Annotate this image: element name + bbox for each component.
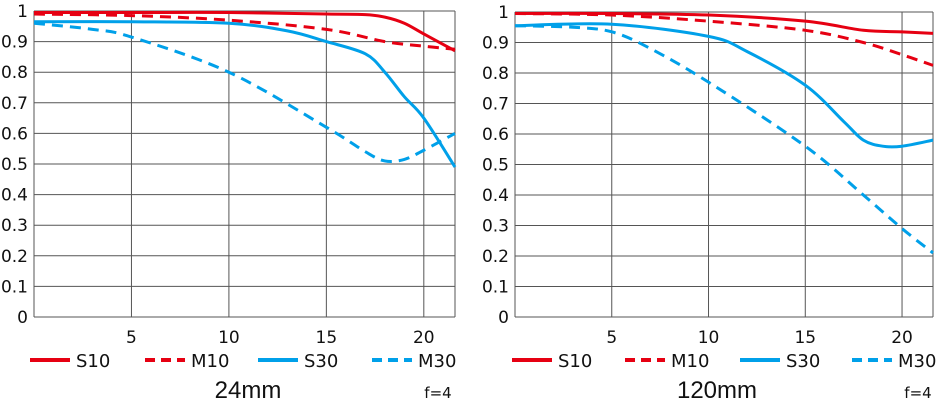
y-tick-label: 0.3 — [482, 217, 509, 237]
y-tick-label: 0.9 — [482, 34, 509, 54]
y-tick-label: 1 — [17, 2, 28, 22]
y-tick-label: 0.1 — [1, 277, 28, 297]
y-tick-label: 0.7 — [482, 95, 509, 115]
y-tick-label: 0.9 — [1, 33, 28, 53]
x-tick-label: 15 — [794, 328, 816, 348]
y-tick-label: 0.2 — [1, 247, 28, 267]
y-tick-label: 0.3 — [1, 216, 28, 236]
chart-title: 24mm — [215, 377, 282, 404]
legend-label-m30: M30 — [898, 351, 936, 372]
x-tick-label: 10 — [218, 328, 240, 348]
legend-label-m30: M30 — [418, 351, 456, 372]
y-tick-label: 0.4 — [482, 186, 509, 206]
legend-label-m10: M10 — [191, 351, 229, 372]
y-tick-label: 0.8 — [1, 63, 28, 83]
legend-label-s30: S30 — [786, 351, 820, 372]
y-tick-label: 0.6 — [1, 124, 28, 144]
series-line-m30 — [33, 21, 456, 163]
x-tick-label: 20 — [413, 328, 435, 348]
legend-label-s10: S10 — [76, 351, 110, 372]
x-tick-label: 15 — [316, 328, 338, 348]
y-tick-label: 0.5 — [1, 155, 28, 175]
x-tick-label: 10 — [698, 328, 720, 348]
y-tick-label: 0.1 — [482, 278, 509, 298]
y-tick-label: 0.4 — [1, 186, 28, 206]
series-line-m30 — [514, 24, 934, 255]
series-line-s10 — [34, 10, 456, 53]
legend-label-s10: S10 — [558, 351, 592, 372]
y-tick-label: 0.5 — [482, 156, 509, 176]
chart-title: 120mm — [677, 377, 757, 404]
series-line-s10 — [514, 11, 934, 35]
x-tick-label: 5 — [126, 328, 137, 348]
y-tick-label: 0.7 — [1, 94, 28, 114]
series-line-m10 — [514, 12, 934, 67]
series-line-s30 — [514, 22, 934, 149]
y-tick-label: 1 — [498, 3, 509, 23]
x-tick-label: 5 — [606, 328, 617, 348]
legend-label-m10: M10 — [671, 351, 709, 372]
y-tick-label: 0.6 — [482, 125, 509, 145]
y-tick-label: 0 — [498, 308, 509, 328]
y-tick-label: 0 — [17, 308, 28, 328]
y-tick-label: 0.8 — [482, 64, 509, 84]
y-tick-label: 0.2 — [482, 247, 509, 267]
x-tick-label: 20 — [891, 328, 913, 348]
series-line-m10 — [33, 12, 456, 51]
aperture-label: f=4 — [904, 384, 931, 402]
legend-label-s30: S30 — [304, 351, 338, 372]
series-line-s30 — [33, 20, 457, 168]
aperture-label: f=4 — [424, 384, 451, 402]
